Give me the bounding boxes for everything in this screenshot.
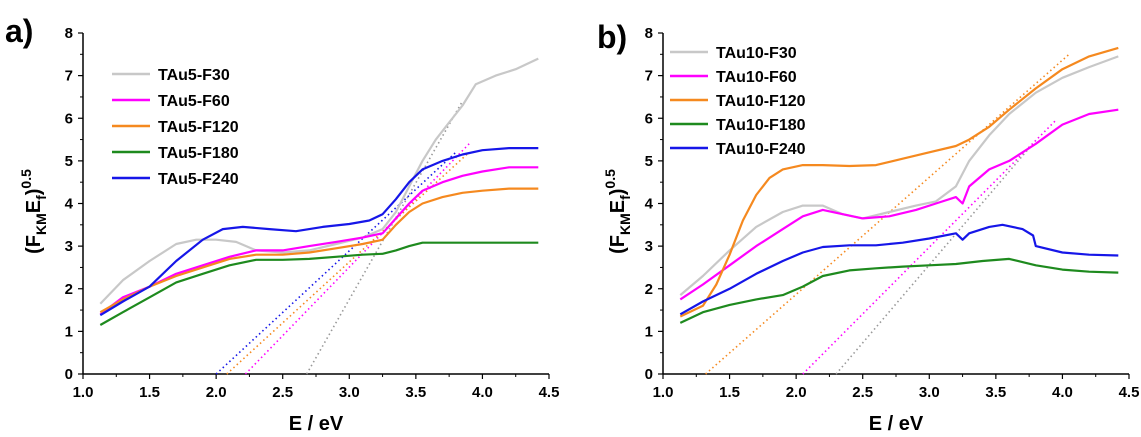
legend-label: TAu5-F60: [158, 93, 230, 110]
panel-b: 1.0 1.5 2.0 2.5 3.0 3.5 4.0 4.5 0 1 2 3 4 5 6 7 8 TAu10-F…: [597, 19, 1139, 435]
y-tick-label: 7: [645, 68, 653, 85]
series-line-tau5-f120: [99, 187, 539, 314]
y-axis-title-sub2: f: [617, 195, 633, 200]
legend-label: TAu10-F180: [716, 117, 806, 134]
y-axis-title-close: ): [607, 189, 629, 196]
y-axis-title-mid: E: [23, 200, 45, 213]
y-tick-label: 1: [65, 323, 73, 340]
series-line-tau5-f180: [99, 241, 539, 326]
tangent-line: [305, 100, 464, 375]
series-line-tau10-f60: [679, 108, 1119, 301]
y-tick-label: 5: [645, 153, 653, 170]
y-tick-label: 2: [645, 281, 653, 298]
y-tick-label: 3: [645, 238, 653, 255]
legend: TAu10-F30 TAu10-F60 TAu10-F120 TAu10-F180 TA…: [670, 45, 806, 158]
y-tick-label: 6: [645, 110, 653, 127]
legend-label: TAu10-F120: [716, 93, 806, 110]
x-tick-label: 3.5: [405, 384, 426, 401]
y-axis-title-main: (F: [607, 235, 629, 254]
legend: TAu5-F30 TAu5-F60 TAu5-F120 TAu5-F180 TAu5-F…: [112, 67, 239, 188]
x-tick-label: 2.5: [852, 384, 873, 401]
x-axis-title: E / eV: [289, 413, 344, 435]
y-axis-title-sub1: KM: [617, 213, 633, 235]
x-tick-label: 1.5: [139, 384, 160, 401]
x-tick-label: 3.5: [985, 384, 1006, 401]
series-line-tau5-f60: [99, 166, 539, 316]
x-axis-title: E / eV: [869, 413, 924, 435]
series-line-tau10-f180: [679, 257, 1119, 324]
y-tick-label: 8: [65, 25, 73, 42]
legend-label: TAu10-F60: [716, 69, 797, 86]
series-line-tau5-f240: [99, 147, 539, 317]
legend-label: TAu5-F120: [158, 119, 239, 136]
y-tick-label: 2: [65, 281, 73, 298]
y-tick-label: 1: [645, 323, 653, 340]
y-tick-label: 8: [645, 25, 653, 42]
y-tick-label: 4: [645, 196, 654, 213]
tangent-line: [215, 151, 457, 375]
x-tick-label: 4.5: [539, 384, 560, 401]
x-tick-label: 2.5: [272, 384, 293, 401]
series-line-tau10-f30: [679, 55, 1119, 296]
legend-label: TAu10-F240: [716, 141, 806, 158]
x-tick-label: 4.0: [472, 384, 493, 401]
tangent-line: [226, 151, 470, 375]
x-tick-label: 1.0: [73, 384, 94, 401]
y-tick-label: 4: [65, 196, 74, 213]
y-axis-title-sup: 0.5: [602, 169, 618, 189]
x-tick-label: 3.0: [919, 384, 940, 401]
y-tick-label: 7: [65, 68, 73, 85]
x-tick-label: 2.0: [206, 384, 227, 401]
y-axis-title-mid: E: [607, 200, 629, 213]
y-tick-label: 5: [65, 153, 73, 170]
legend-label: TAu5-F30: [158, 67, 230, 84]
series-line-tau10-f120: [679, 46, 1119, 318]
y-tick-label: 6: [65, 110, 73, 127]
x-tick-label: 4.5: [1119, 384, 1140, 401]
y-axis-title-main: (F: [23, 235, 45, 254]
x-tick-label: 2.0: [786, 384, 807, 401]
y-axis-title-sub1: KM: [33, 213, 49, 235]
y-axis-title-close: ): [23, 189, 45, 196]
y-tick-label: 3: [65, 238, 73, 255]
panel-label: b): [597, 19, 627, 55]
legend-label: TAu5-F180: [158, 145, 239, 162]
y-tick-label: 0: [65, 366, 73, 383]
y-axis-title-sub2: f: [33, 195, 49, 200]
panel-a: 1.0 1.5 2.0 2.5 3.0 3.5 4.0 4.5 0 1 2 3 4 5 6 7 8 TAu5-F3…: [5, 13, 559, 435]
x-tick-label: 3.0: [339, 384, 360, 401]
legend-label: TAu5-F240: [158, 171, 239, 188]
legend-label: TAu10-F30: [716, 45, 797, 62]
tangent-line: [835, 147, 1030, 375]
x-tick-label: 1.0: [653, 384, 674, 401]
x-tick-label: 1.5: [719, 384, 740, 401]
y-axis-title: (FKMEf)0.5: [602, 169, 633, 254]
x-tick-label: 4.0: [1052, 384, 1073, 401]
tangent-line: [802, 119, 1057, 375]
y-axis-title-sup: 0.5: [18, 169, 34, 189]
y-axis-title: (FKMEf)0.5: [18, 169, 49, 254]
y-tick-label: 0: [645, 366, 653, 383]
panel-label: a): [5, 13, 33, 49]
series-line-tau10-f240: [679, 223, 1119, 316]
